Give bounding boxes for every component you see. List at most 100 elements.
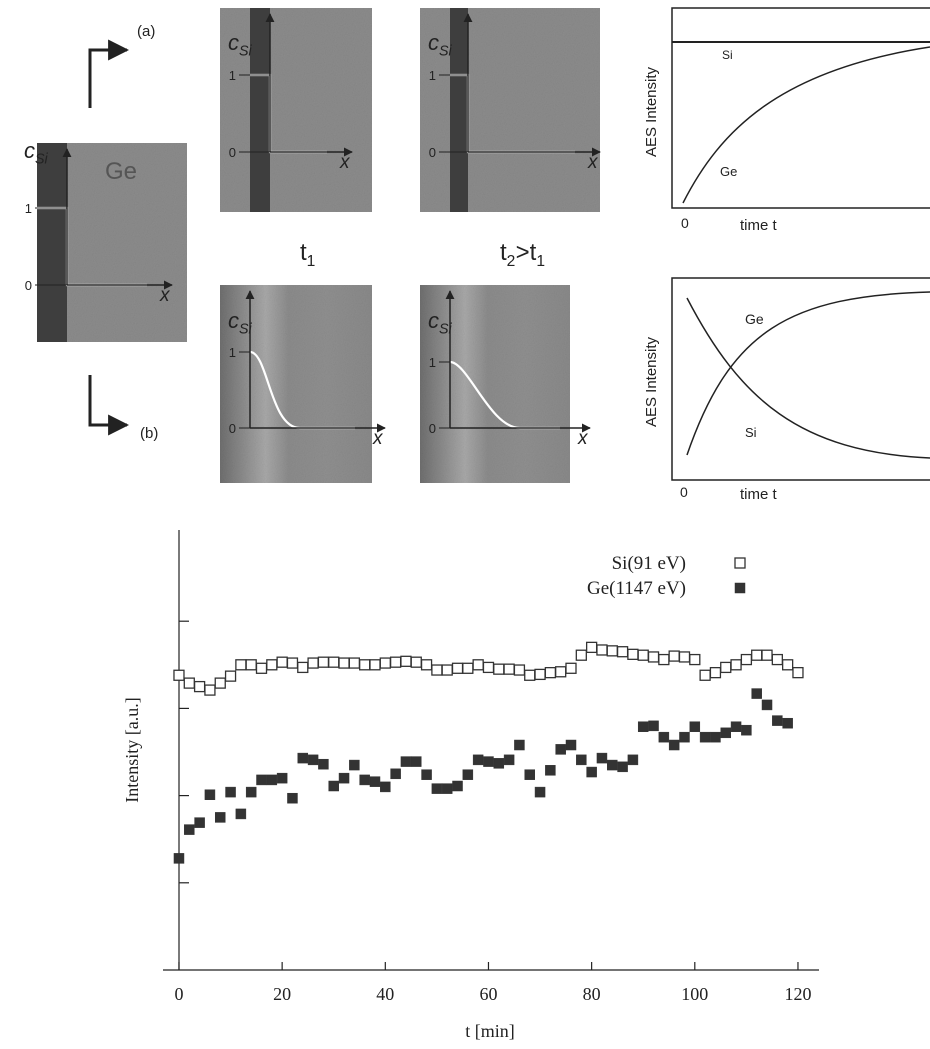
panel-background — [420, 8, 600, 212]
filled-square-marker — [453, 781, 463, 791]
x-tick-label: 80 — [583, 984, 601, 1004]
tick-label: 1 — [229, 345, 236, 360]
open-square-marker — [226, 671, 236, 681]
filled-square-marker — [246, 787, 256, 797]
open-square-marker — [494, 664, 504, 674]
open-square-marker — [669, 651, 679, 661]
text-part: c — [228, 30, 239, 55]
open-square-marker — [535, 669, 545, 679]
open-square-marker — [339, 658, 349, 668]
legend-marker — [735, 558, 745, 568]
si-layer — [250, 8, 270, 212]
open-square-marker — [184, 678, 194, 688]
filled-square-marker — [236, 809, 246, 819]
open-square-marker — [741, 655, 751, 665]
open-square-marker — [287, 658, 297, 668]
open-square-marker — [277, 657, 287, 667]
filled-square-marker — [669, 740, 679, 750]
open-square-marker — [257, 663, 267, 673]
open-square-marker — [483, 662, 493, 672]
open-square-marker — [329, 657, 339, 667]
axis-label: x — [587, 152, 599, 173]
tick-label: 0 — [429, 421, 436, 436]
y-axis-label: AES Intensity — [643, 336, 660, 427]
subscript: Si — [239, 322, 253, 338]
open-square-marker — [380, 658, 390, 668]
subscript: Si — [439, 44, 453, 60]
filled-square-marker — [226, 787, 236, 797]
axis-label: x — [577, 428, 589, 449]
page: (a) (b) Si Ge 0 time t AES Intensity Ge … — [0, 0, 930, 1049]
origin-label: 0 — [681, 215, 689, 231]
open-square-marker — [618, 647, 628, 657]
open-square-marker — [566, 663, 576, 673]
filled-square-marker — [721, 728, 731, 738]
open-square-marker — [215, 678, 225, 688]
open-square-marker — [298, 662, 308, 672]
filled-square-marker — [463, 770, 473, 780]
open-square-marker — [401, 656, 411, 666]
text-part: c — [428, 308, 439, 333]
filled-square-marker — [638, 722, 648, 732]
aes-plot: Si Ge 0 time t AES Intensity — [643, 8, 930, 234]
filled-square-marker — [690, 722, 700, 732]
open-square-marker — [556, 667, 566, 677]
panel-background — [220, 285, 372, 483]
open-square-marker — [597, 645, 607, 655]
si-layer — [37, 143, 67, 342]
x-tick-label: 40 — [376, 984, 394, 1004]
open-square-marker — [463, 663, 473, 673]
text-part: c — [428, 30, 439, 55]
open-square-marker — [504, 664, 514, 674]
branch-arrow — [90, 375, 127, 425]
filled-square-marker — [556, 744, 566, 754]
aes-plot: Ge Si 0 time t AES Intensity — [643, 278, 930, 503]
filled-square-marker — [174, 853, 184, 863]
tick-label: 0 — [429, 145, 436, 160]
panel-background — [220, 8, 372, 212]
open-square-marker — [772, 655, 782, 665]
open-square-marker — [246, 660, 256, 670]
text-part: c — [228, 308, 239, 333]
filled-square-marker — [195, 818, 205, 828]
open-square-marker — [391, 657, 401, 667]
ge-curve — [683, 47, 930, 203]
open-square-marker — [205, 685, 215, 695]
open-square-marker — [690, 655, 700, 665]
x-axis-label: time t — [740, 217, 778, 234]
x-axis-label: t [min] — [465, 1021, 515, 1041]
open-square-marker — [659, 655, 669, 665]
curve-label: Ge — [720, 164, 737, 179]
open-square-marker — [349, 658, 359, 668]
open-square-marker — [628, 649, 638, 659]
filled-square-marker — [287, 793, 297, 803]
time-label: t2 >t1 — [500, 239, 545, 270]
subscript: Si — [35, 152, 49, 168]
x-tick-label: 20 — [273, 984, 291, 1004]
filled-square-marker — [349, 760, 359, 770]
open-square-marker — [236, 660, 246, 670]
filled-square-marker — [545, 765, 555, 775]
x-tick-label: 0 — [174, 984, 183, 1004]
filled-square-marker — [535, 787, 545, 797]
subscript: Si — [439, 322, 453, 338]
filled-square-marker — [215, 812, 225, 822]
tick-label: 0 — [229, 145, 236, 160]
branch-label: (b) — [140, 425, 158, 442]
filled-square-marker — [679, 732, 689, 742]
open-square-marker — [762, 650, 772, 660]
filled-square-marker — [783, 718, 793, 728]
axis-label: x — [159, 285, 171, 306]
open-square-marker — [442, 665, 452, 675]
curve-label: Si — [722, 48, 733, 62]
open-square-marker — [607, 646, 617, 656]
filled-square-marker — [649, 721, 659, 731]
tick-label: 1 — [429, 68, 436, 83]
x-tick-label: 60 — [479, 984, 497, 1004]
open-square-marker — [525, 670, 535, 680]
filled-square-marker — [391, 769, 401, 779]
curve-label: Si — [745, 425, 757, 440]
filled-square-marker — [628, 755, 638, 765]
x-axis-label: time t — [740, 486, 778, 503]
filled-square-marker — [483, 757, 493, 767]
